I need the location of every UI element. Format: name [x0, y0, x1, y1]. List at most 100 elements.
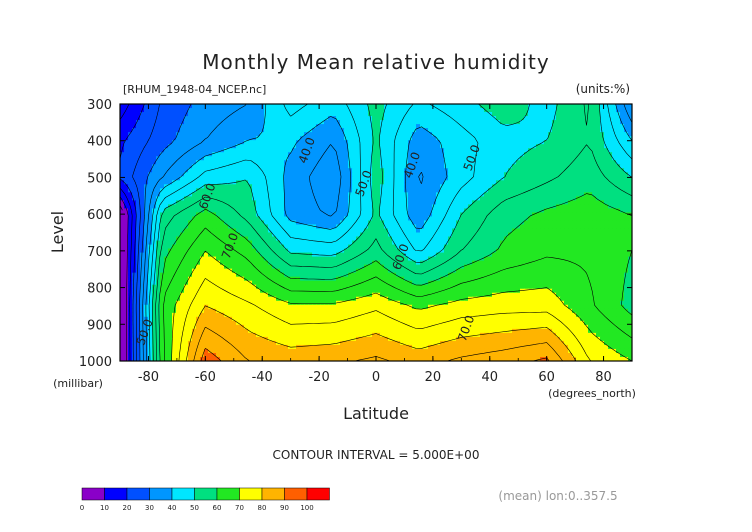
- contour-cell: [132, 228, 137, 234]
- contour-cell: [504, 192, 509, 197]
- contour-cell: [248, 188, 253, 193]
- contour-cell: [600, 108, 605, 113]
- contour-cell: [196, 192, 201, 197]
- contour-cell: [484, 160, 489, 165]
- contour-cell: [276, 156, 281, 161]
- contour-cell: [204, 232, 209, 238]
- contour-cell: [252, 188, 257, 193]
- contour-cell: [216, 244, 221, 250]
- contour-cell: [204, 204, 209, 210]
- contour-cell: [160, 244, 165, 250]
- contour-cell: [428, 244, 433, 250]
- contour-cell: [580, 216, 585, 222]
- contour-cell: [200, 256, 205, 262]
- contour-cell: [528, 120, 533, 125]
- contour-cell: [304, 176, 309, 181]
- contour-cell: [320, 120, 325, 125]
- contour-cell: [460, 192, 465, 197]
- contour-cell: [460, 148, 465, 153]
- contour-cell: [308, 124, 313, 129]
- contour-cell: [508, 248, 513, 254]
- contour-cell: [120, 180, 125, 185]
- contour-cell: [488, 192, 493, 197]
- contour-cell: [540, 192, 545, 197]
- contour-cell: [320, 144, 325, 149]
- contour-cell: [536, 180, 541, 185]
- contour-cell: [468, 192, 473, 197]
- contour-cell: [496, 256, 501, 262]
- contour-cell: [596, 152, 601, 157]
- contour-cell: [368, 228, 373, 234]
- contour-cell: [300, 104, 305, 109]
- contour-cell: [576, 220, 581, 226]
- contour-cell: [444, 244, 449, 250]
- contour-cell: [176, 256, 181, 262]
- contour-cell: [224, 252, 229, 258]
- contour-cell: [368, 216, 373, 222]
- contour-cell: [360, 184, 365, 189]
- contour-cell: [560, 220, 565, 226]
- contour-cell: [192, 108, 197, 113]
- contour-cell: [164, 212, 169, 218]
- contour-cell: [432, 220, 437, 226]
- contour-cell: [176, 236, 181, 242]
- contour-cell: [256, 248, 261, 254]
- contour-cell: [388, 112, 393, 117]
- contour-cell: [280, 152, 285, 157]
- contour-cell: [284, 148, 289, 153]
- contour-cell: [496, 204, 501, 210]
- contour-cell: [544, 172, 549, 177]
- contour-cell: [620, 112, 625, 117]
- contour-cell: [292, 160, 297, 165]
- contour-cell: [220, 152, 225, 157]
- contour-cell: [332, 120, 337, 125]
- contour-cell: [460, 244, 465, 250]
- contour-cell: [472, 208, 477, 214]
- contour-cell: [356, 240, 361, 246]
- contour-cell: [208, 140, 213, 145]
- contour-cell: [428, 140, 433, 145]
- contour-cell: [472, 212, 477, 218]
- contour-cell: [452, 248, 457, 254]
- contour-cell: [240, 176, 245, 181]
- contour-cell: [316, 244, 321, 250]
- contour-cell: [360, 204, 365, 210]
- contour-cell: [244, 124, 249, 129]
- contour-cell: [600, 104, 605, 109]
- contour-cell: [228, 164, 233, 169]
- contour-cell: [444, 216, 449, 222]
- contour-cell: [484, 168, 489, 173]
- contour-cell: [528, 204, 533, 210]
- contour-cell: [468, 248, 473, 254]
- contour-cell: [252, 124, 257, 129]
- contour-cell: [228, 148, 233, 153]
- contour-cell: [348, 208, 353, 214]
- contour-cell: [160, 204, 165, 210]
- contour-cell: [548, 252, 553, 258]
- contour-cell: [460, 256, 465, 262]
- contour-cell: [600, 140, 605, 145]
- contour-cell: [324, 168, 329, 173]
- contour-cell: [348, 140, 353, 145]
- contour-cell: [232, 220, 237, 226]
- contour-cell: [564, 192, 569, 197]
- contour-cell: [460, 232, 465, 238]
- contour-cell: [588, 224, 593, 230]
- contour-cell: [356, 120, 361, 125]
- contour-cell: [436, 232, 441, 238]
- contour-cell: [200, 156, 205, 161]
- contour-cell: [464, 184, 469, 189]
- contour-cell: [368, 248, 373, 254]
- contour-cell: [380, 256, 385, 262]
- contour-cell: [300, 132, 305, 137]
- contour-cell: [400, 212, 405, 218]
- contour-cell: [416, 256, 421, 262]
- contour-cell: [128, 240, 133, 246]
- contour-cell: [616, 108, 621, 113]
- contour-cell: [216, 132, 221, 137]
- contour-cell: [332, 128, 337, 133]
- contour-cell: [344, 252, 349, 258]
- contour-cell: [476, 108, 481, 113]
- contour-cell: [504, 136, 509, 141]
- contour-cell: [368, 196, 373, 201]
